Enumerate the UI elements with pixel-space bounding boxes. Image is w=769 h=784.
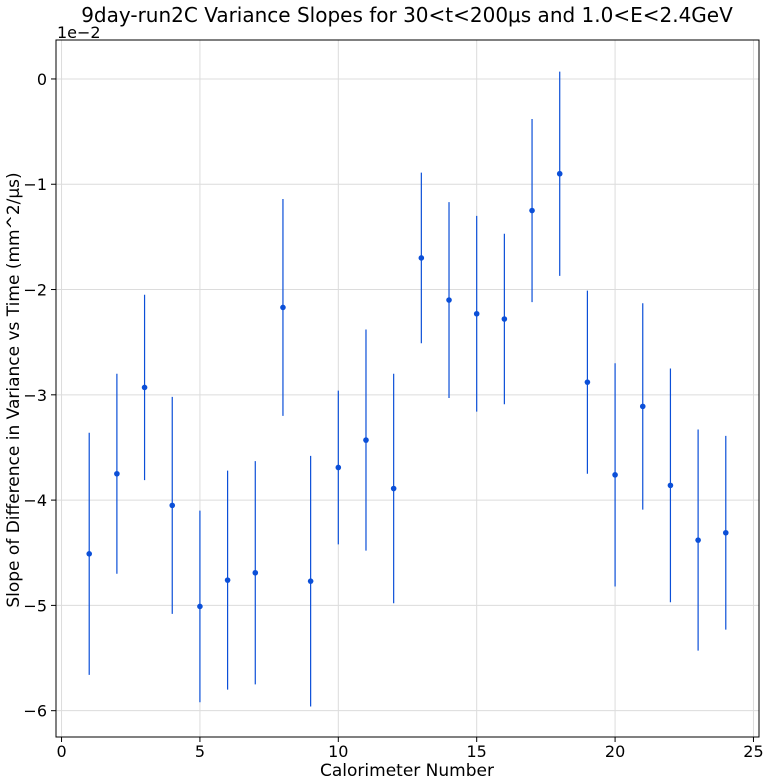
grid: [56, 40, 759, 737]
data-point: [667, 482, 674, 489]
x-tick-label: 5: [195, 742, 205, 761]
data-point: [584, 379, 591, 385]
data-point: [307, 578, 314, 584]
x-tick-label: 10: [328, 742, 348, 761]
data-point: [280, 304, 286, 311]
data-point: [446, 297, 452, 303]
error-bars: [88, 71, 727, 707]
data-point: [556, 170, 563, 177]
data-point: [418, 255, 425, 261]
data-point: [169, 502, 176, 509]
y-axis-label: Slope of Difference in Variance vs Time …: [4, 172, 24, 607]
y-tick-label: −5: [23, 596, 47, 615]
x-tick-label: 20: [605, 742, 625, 761]
data-point: [529, 207, 535, 214]
data-point: [86, 551, 93, 557]
y-tick-label: −6: [23, 702, 47, 721]
data-point: [335, 464, 342, 471]
data-points: [86, 170, 729, 610]
data-point: [114, 470, 120, 477]
data-point: [363, 437, 369, 443]
y-offset-label: 1e−2: [57, 23, 101, 42]
data-point: [224, 577, 231, 583]
y-tick-label: −3: [23, 386, 47, 405]
data-point: [612, 472, 618, 478]
y-axis-ticks: 0 −1 −2 −3 −4 −5 −6: [23, 70, 56, 721]
y-tick-label: −4: [23, 491, 47, 510]
x-tick-label: 15: [467, 742, 487, 761]
plot-frame: [55, 39, 760, 738]
x-tick-label: 25: [743, 742, 763, 761]
data-point: [390, 485, 397, 492]
x-axis-ticks: 0 5 10 15 20 25: [56, 737, 764, 761]
y-tick-label: 0: [37, 70, 47, 89]
y-tick-label: −1: [23, 175, 47, 194]
data-point: [141, 384, 148, 391]
y-tick-label: −2: [23, 281, 47, 300]
data-point: [501, 316, 508, 322]
data-point: [473, 310, 480, 317]
x-axis-label: Calorimeter Number: [320, 761, 494, 781]
data-point: [639, 403, 646, 410]
data-point: [197, 603, 203, 610]
data-point: [722, 529, 729, 536]
x-tick-label: 0: [56, 742, 66, 761]
data-point: [252, 569, 259, 576]
chart-title: 9day-run2C Variance Slopes for 30<t<200μ…: [81, 3, 733, 27]
data-point: [695, 537, 701, 543]
